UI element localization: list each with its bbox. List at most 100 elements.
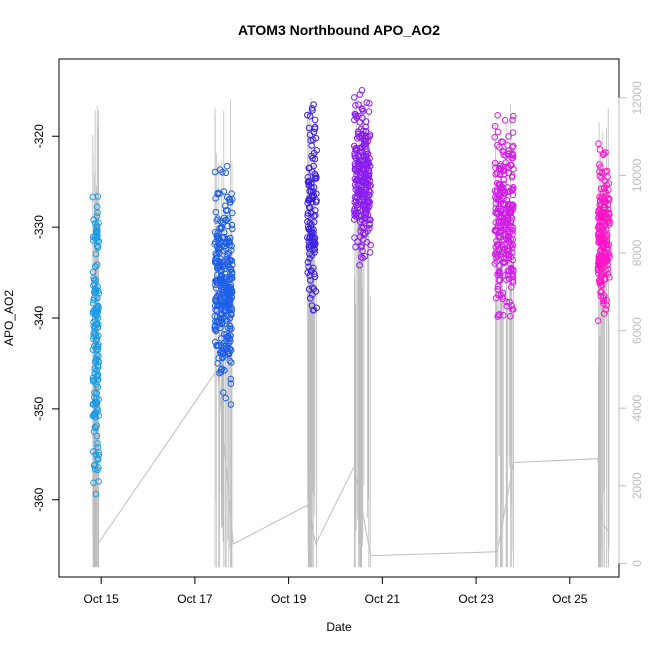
- data-point: [491, 122, 499, 130]
- data-point: [355, 101, 362, 108]
- data-point: [223, 162, 231, 170]
- data-point: [212, 195, 219, 202]
- y-right-tick-label: 12000: [630, 81, 644, 115]
- data-point: [598, 174, 605, 182]
- data-point: [215, 245, 223, 252]
- data-point: [94, 209, 101, 216]
- data-point: [601, 215, 609, 222]
- data-point: [228, 221, 236, 229]
- data-point: [92, 490, 100, 498]
- data-point: [605, 194, 612, 202]
- right-axis-line-series: [92, 98, 610, 568]
- data-point: [356, 218, 364, 225]
- data-point: [222, 308, 229, 315]
- data-point: [216, 190, 223, 197]
- data-point: [504, 163, 512, 170]
- y-right-tick-label: 2000: [630, 472, 644, 499]
- data-point: [604, 270, 612, 278]
- data-point: [506, 210, 514, 217]
- data-point: [493, 179, 501, 187]
- data-point: [359, 254, 367, 262]
- data-point: [90, 237, 97, 244]
- data-point: [92, 337, 100, 344]
- data-point: [494, 128, 502, 136]
- data-point: [600, 310, 608, 317]
- data-point: [363, 99, 371, 106]
- data-point: [597, 289, 604, 296]
- data-point: [366, 224, 373, 232]
- data-point: [214, 318, 222, 325]
- data-point: [353, 194, 360, 201]
- data-point: [221, 301, 228, 309]
- data-point: [224, 255, 231, 263]
- data-point: [221, 270, 229, 278]
- data-point: [228, 306, 236, 314]
- data-point: [357, 188, 365, 195]
- data-point: [504, 203, 511, 210]
- data-point: [91, 220, 99, 227]
- data-point: [92, 250, 100, 258]
- data-point: [305, 238, 313, 245]
- data-point: [492, 200, 500, 207]
- data-point: [214, 300, 222, 308]
- data-point: [304, 210, 312, 217]
- data-point: [602, 189, 610, 197]
- data-point: [304, 111, 311, 119]
- data-point: [311, 125, 319, 133]
- data-point: [228, 325, 235, 333]
- data-point: [311, 116, 319, 124]
- data-point: [361, 229, 369, 237]
- data-point: [309, 107, 316, 114]
- data-point: [604, 257, 611, 265]
- data-point: [497, 227, 505, 234]
- data-point: [596, 262, 604, 270]
- series-line: [97, 367, 610, 557]
- data-point: [509, 150, 516, 157]
- data-point: [307, 187, 315, 195]
- data-point: [91, 263, 99, 270]
- data-point: [597, 277, 605, 285]
- data-point: [504, 151, 512, 158]
- data-point: [217, 324, 224, 332]
- data-point: [91, 280, 98, 288]
- series-line-spikes: [495, 104, 514, 568]
- y-axis-right: 0 2000 4000 6000 8000 10000 12000: [618, 81, 644, 567]
- data-point: [91, 465, 99, 473]
- data-point: [508, 173, 516, 181]
- data-point: [598, 169, 606, 177]
- data-point: [365, 166, 372, 174]
- data-point: [304, 269, 312, 276]
- data-point: [218, 365, 226, 373]
- data-point: [90, 289, 98, 296]
- data-point: [306, 219, 314, 226]
- data-point: [91, 399, 99, 406]
- data-point: [507, 313, 514, 320]
- x-axis: Oct 15 Oct 17 Oct 19 Oct 21 Oct 23 Oct 25: [83, 576, 588, 606]
- data-point: [500, 186, 507, 194]
- data-point: [94, 376, 101, 384]
- data-point: [495, 311, 502, 319]
- data-point: [89, 193, 97, 201]
- data-point: [212, 338, 219, 346]
- data-point: [305, 286, 313, 293]
- data-point: [308, 302, 316, 309]
- data-point: [356, 119, 364, 126]
- data-point: [597, 282, 605, 289]
- y-right-tick-label: 6000: [630, 317, 644, 344]
- data-point: [310, 245, 318, 252]
- data-point: [359, 179, 367, 186]
- data-point: [223, 344, 231, 352]
- data-point: [93, 390, 100, 397]
- data-point: [219, 349, 226, 357]
- data-point: [93, 351, 101, 359]
- data-point: [360, 177, 368, 185]
- data-point: [306, 233, 314, 241]
- data-point: [222, 207, 230, 214]
- data-point: [492, 193, 499, 201]
- data-point: [505, 221, 512, 228]
- data-point: [307, 294, 314, 302]
- y-right-tick-label: 0: [630, 560, 644, 567]
- data-point: [216, 349, 224, 356]
- y-axis-label: APO_AO2: [2, 290, 16, 346]
- x-tick-label: Oct 15: [83, 592, 119, 606]
